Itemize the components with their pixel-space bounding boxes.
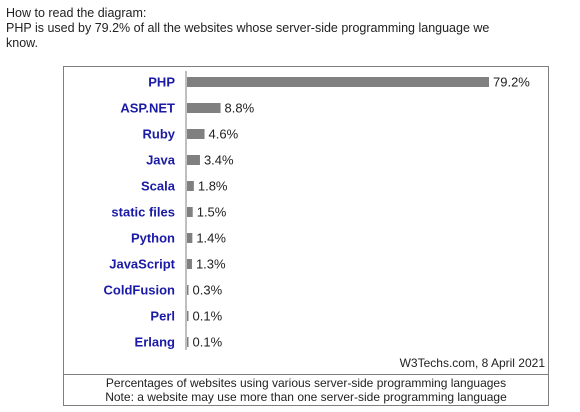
value-label-javascript: 1.3% [196, 257, 226, 272]
bar-static-files [187, 207, 193, 217]
category-label-python: Python [131, 231, 175, 246]
guide-heading: How to read the diagram: [6, 6, 147, 20]
category-label-erlang: Erlang [135, 335, 176, 350]
guide-text-line: PHP is used by 79.2% of all the websites… [6, 21, 490, 35]
caption-line-1: Percentages of websites using various se… [105, 376, 507, 390]
category-label-php: PHP [148, 75, 175, 90]
bar-chart: PHP 79.2% ASP.NET 8.8% Ruby 4.6% Java 3.4% Scala… [104, 71, 546, 370]
caption-line-2: Note: a website may use more than one se… [105, 390, 507, 404]
chart-reading-guide: How to read the diagram: PHP is used by … [6, 6, 574, 51]
value-label-ruby: 4.6% [209, 127, 239, 142]
bar-ruby [187, 129, 205, 139]
value-label-java: 3.4% [204, 153, 234, 168]
bar-chart-panel: PHP 79.2% ASP.NET 8.8% Ruby 4.6% Java 3.4% Scala… [63, 66, 549, 375]
value-label-scala: 1.8% [198, 179, 228, 194]
category-label-ruby: Ruby [143, 127, 176, 142]
value-label-erlang: 0.1% [193, 335, 223, 350]
value-label-python: 1.4% [196, 231, 226, 246]
category-label-perl: Perl [150, 309, 175, 324]
bar-perl [187, 311, 189, 321]
bar-asp-net [187, 103, 221, 113]
chart-source-label: W3Techs.com, 8 April 2021 [400, 356, 546, 370]
bar-python [187, 233, 193, 243]
category-label-asp-net: ASP.NET [120, 101, 175, 116]
bar-php [187, 77, 489, 87]
value-label-perl: 0.1% [193, 309, 223, 324]
value-label-coldfusion: 0.3% [193, 283, 223, 298]
bar-java [187, 155, 200, 165]
chart-caption: Percentages of websites using various se… [63, 374, 549, 406]
bar-coldfusion [187, 285, 189, 295]
category-label-scala: Scala [141, 179, 176, 194]
category-label-javascript: JavaScript [109, 257, 175, 272]
guide-text-line-continued: know. [6, 36, 38, 50]
bar-erlang [187, 337, 189, 347]
bar-javascript [187, 259, 192, 269]
bar-scala [187, 181, 194, 191]
value-label-static-files: 1.5% [197, 205, 227, 220]
value-label-php: 79.2% [493, 75, 530, 90]
category-label-coldfusion: ColdFusion [104, 283, 176, 298]
category-label-static-files: static files [111, 205, 175, 220]
category-label-java: Java [146, 153, 176, 168]
value-label-asp-net: 8.8% [225, 101, 255, 116]
